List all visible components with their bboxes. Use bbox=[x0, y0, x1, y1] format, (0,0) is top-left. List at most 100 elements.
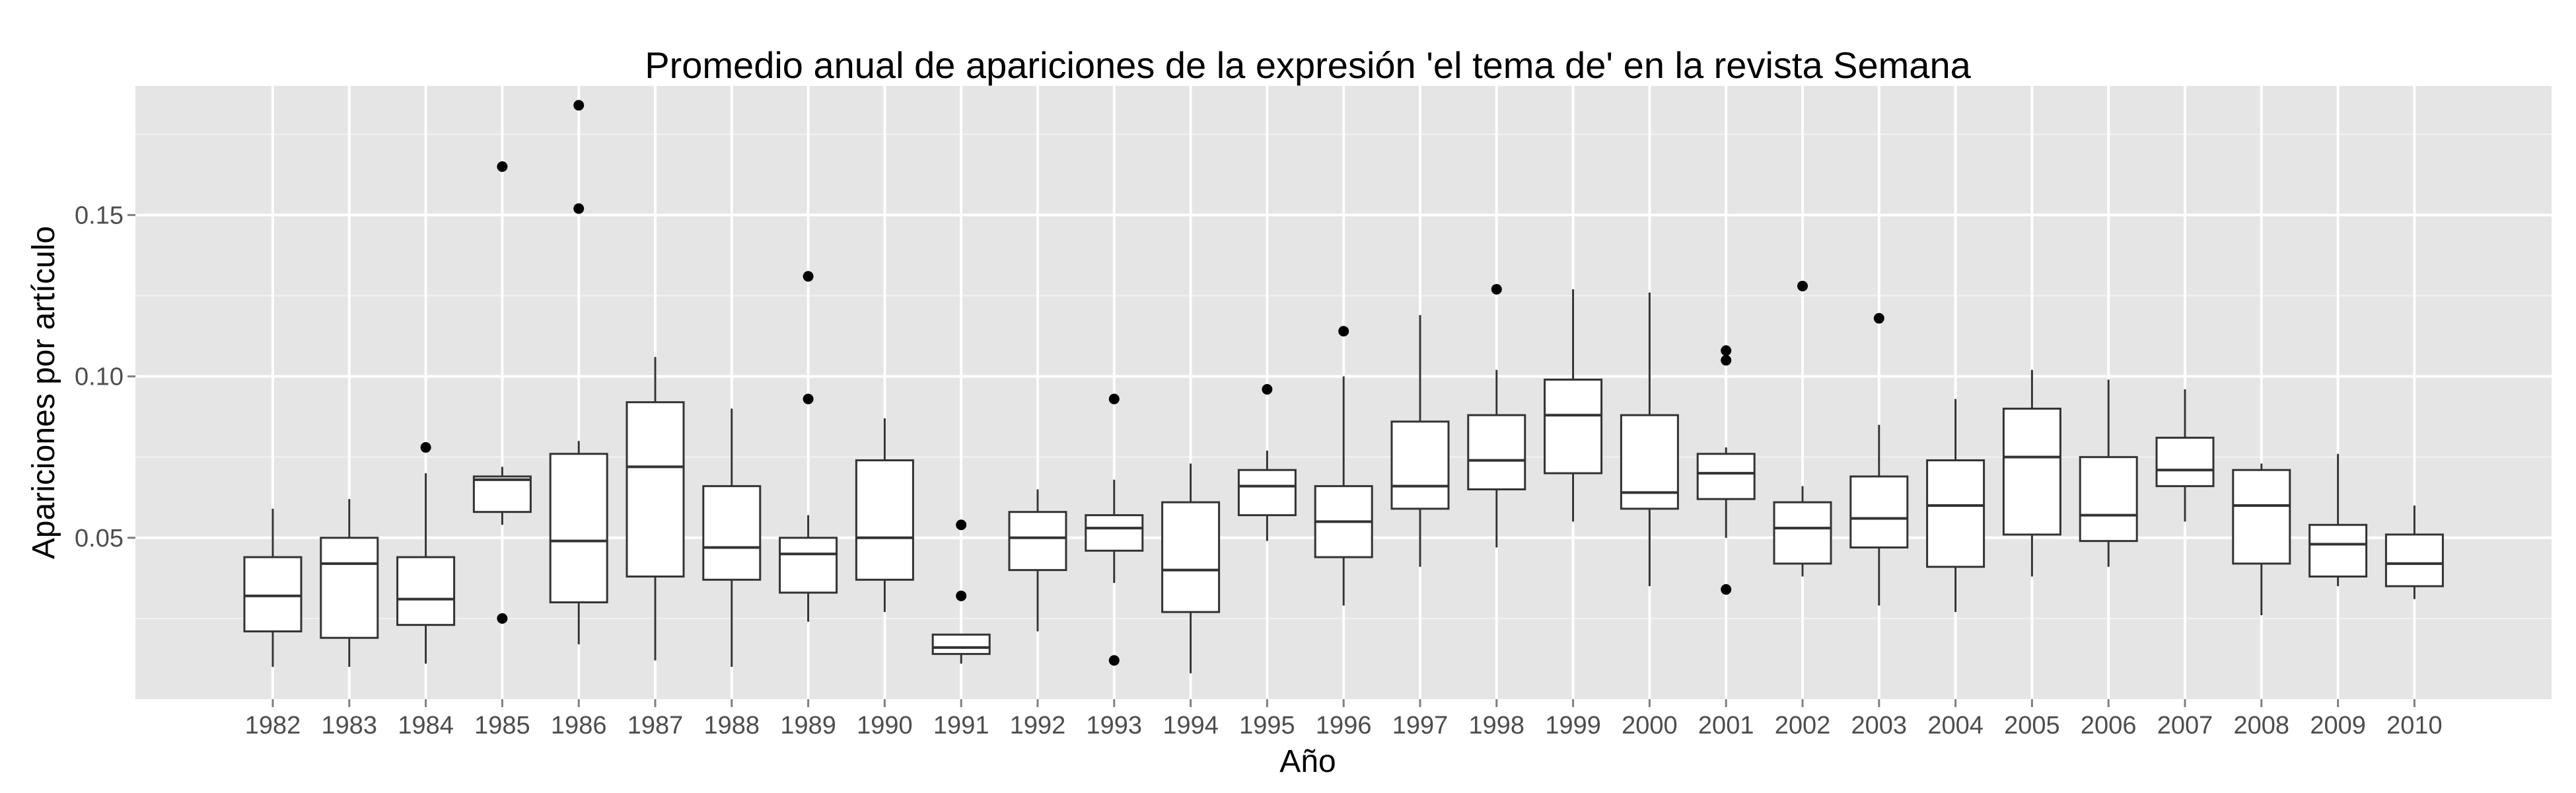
x-axis: 1982 1983 1984 1985 1986 1987 1988 1989 1990 1991… bbox=[245, 699, 2443, 739]
x-tick-label: 2007 bbox=[2157, 712, 2213, 739]
x-tick-label: 1989 bbox=[780, 712, 836, 739]
x-tick-label: 1988 bbox=[704, 712, 760, 739]
outlier-point bbox=[573, 203, 585, 214]
outlier-point bbox=[1491, 283, 1502, 295]
outlier-point bbox=[956, 590, 967, 601]
outlier-point bbox=[1108, 393, 1120, 404]
x-tick-label: 2003 bbox=[1851, 712, 1908, 739]
box-1989 bbox=[779, 271, 838, 622]
outlier-point bbox=[497, 613, 508, 624]
outlier-point bbox=[420, 442, 431, 453]
x-tick-label: 2010 bbox=[2386, 712, 2443, 739]
box-body bbox=[396, 556, 456, 626]
box-1992 bbox=[1008, 489, 1067, 632]
box-2007 bbox=[2155, 389, 2215, 522]
box-body bbox=[549, 453, 608, 603]
box-body bbox=[1620, 414, 1679, 510]
x-tick-label: 1993 bbox=[1087, 712, 1143, 739]
x-tick-label: 2002 bbox=[1775, 712, 1831, 739]
x-tick-label: 1996 bbox=[1316, 712, 1372, 739]
box-body bbox=[855, 459, 914, 581]
box-body bbox=[1237, 469, 1297, 517]
outlier-point bbox=[1338, 326, 1349, 337]
box-2010 bbox=[2384, 505, 2444, 599]
x-tick-label: 1998 bbox=[1469, 712, 1525, 739]
box-2002 bbox=[1773, 280, 1832, 577]
box-body bbox=[1544, 378, 1603, 474]
x-tick-label: 1995 bbox=[1239, 712, 1295, 739]
box-2003 bbox=[1849, 313, 1909, 606]
box-1999 bbox=[1544, 289, 1603, 522]
outlier-point bbox=[1721, 345, 1732, 356]
box-body bbox=[1849, 475, 1909, 548]
box-body bbox=[1085, 514, 1144, 552]
box-1997 bbox=[1390, 315, 1450, 567]
chart-title: Promedio anual de apariciones de la expr… bbox=[645, 44, 1971, 86]
box-2006 bbox=[2079, 379, 2138, 567]
box-body bbox=[702, 485, 762, 581]
box-body bbox=[2079, 456, 2138, 543]
outlier-point bbox=[1873, 313, 1884, 324]
box-2008 bbox=[2232, 463, 2291, 616]
outlier-point bbox=[1797, 280, 1808, 291]
box-body bbox=[931, 633, 991, 656]
box-2000 bbox=[1620, 292, 1679, 587]
box-body bbox=[2232, 469, 2291, 565]
outlier-point bbox=[1262, 384, 1273, 395]
outlier-point bbox=[803, 271, 814, 282]
box-body bbox=[1467, 414, 1526, 491]
y-axis-title: Apariciones por artículo bbox=[26, 226, 61, 559]
box-1987 bbox=[626, 357, 685, 661]
x-tick-label: 2004 bbox=[1927, 712, 1984, 739]
x-tick-label: 1986 bbox=[551, 712, 607, 739]
outlier-point bbox=[1721, 584, 1732, 595]
box-1990 bbox=[855, 418, 914, 613]
x-tick-label: 1985 bbox=[474, 712, 530, 739]
x-tick-label: 2001 bbox=[1698, 712, 1754, 739]
box-body bbox=[1773, 501, 1832, 565]
y-tick-label: 0.10 bbox=[75, 363, 124, 391]
box-body bbox=[320, 537, 379, 639]
x-tick-label: 1983 bbox=[322, 712, 378, 739]
x-tick-label: 2009 bbox=[2310, 712, 2366, 739]
boxes-layer bbox=[243, 100, 2444, 673]
x-tick-label: 1987 bbox=[627, 712, 684, 739]
outlier-point bbox=[497, 161, 508, 172]
outlier-point bbox=[803, 393, 814, 404]
box-1994 bbox=[1161, 463, 1221, 673]
box-1996 bbox=[1314, 326, 1373, 606]
x-tick-label: 2006 bbox=[2081, 712, 2137, 739]
x-tick-label: 1994 bbox=[1163, 712, 1219, 739]
box-1983 bbox=[320, 499, 379, 667]
box-body bbox=[1696, 453, 1756, 500]
box-1993 bbox=[1085, 393, 1144, 666]
x-tick-label: 2005 bbox=[2004, 712, 2060, 739]
x-tick-label: 2008 bbox=[2234, 712, 2290, 739]
box-1998 bbox=[1467, 283, 1526, 548]
box-body bbox=[626, 401, 685, 578]
box-body bbox=[2002, 407, 2061, 536]
box-2001 bbox=[1696, 345, 1756, 595]
box-2005 bbox=[2002, 369, 2061, 577]
box-body bbox=[243, 556, 303, 632]
box-body bbox=[2384, 533, 2444, 587]
box-body bbox=[2155, 436, 2215, 488]
box-1986 bbox=[549, 100, 608, 644]
outlier-point bbox=[1108, 655, 1120, 666]
outlier-point bbox=[573, 100, 585, 111]
box-body bbox=[2308, 523, 2368, 578]
y-axis: 0.05 0.10 0.15 bbox=[75, 202, 135, 552]
x-tick-label: 1992 bbox=[1010, 712, 1066, 739]
outlier-point bbox=[956, 519, 967, 531]
x-tick-label: 1997 bbox=[1392, 712, 1449, 739]
x-tick-label: 1984 bbox=[398, 712, 454, 739]
box-body bbox=[779, 537, 838, 594]
box-2004 bbox=[1926, 398, 1986, 613]
box-1988 bbox=[702, 408, 762, 667]
box-body bbox=[1161, 501, 1221, 613]
box-body bbox=[1008, 511, 1067, 572]
x-tick-label: 2000 bbox=[1622, 712, 1678, 739]
y-tick-label: 0.05 bbox=[75, 525, 124, 552]
